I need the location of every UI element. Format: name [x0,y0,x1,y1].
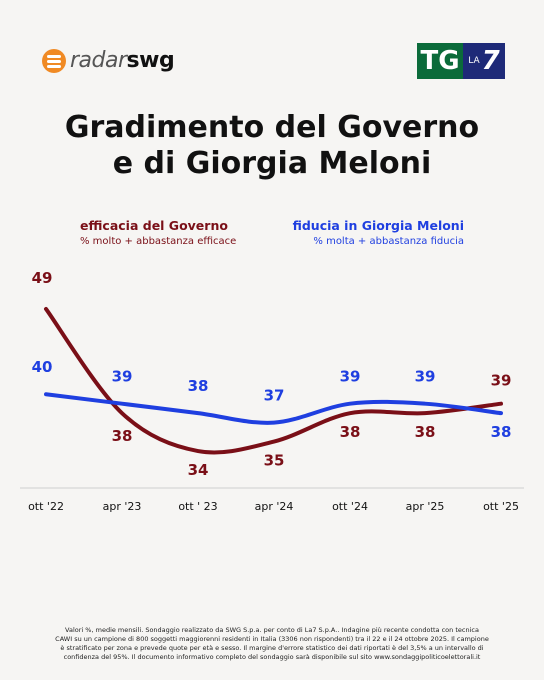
x-tick-label: ott '22 [28,500,64,513]
radar-logo-text: radar [70,48,127,73]
footnote-line-3: è stratificato per zona e prevede quote … [60,644,484,652]
data-label-meloni: 38 [188,377,209,395]
series-line-governo [44,306,503,455]
legend-governo-title: efficacia del Governo [80,218,228,233]
page-title: Gradimento del Governo e di Giorgia Melo… [0,110,544,182]
tg-logo-text: TG [417,43,463,79]
series-line-meloni [44,392,503,425]
legend-meloni-title: fiducia in Giorgia Meloni [292,218,464,233]
data-label-governo: 35 [264,452,285,470]
data-label-meloni: 39 [415,368,436,386]
x-tick-label: apr '25 [406,500,445,513]
data-label-governo: 38 [112,427,133,445]
footnote-line-2: CAWI su un campione di 800 soggetti magg… [55,635,489,643]
x-tick-label: apr '24 [255,500,294,513]
title-line-2: e di Giorgia Meloni [112,146,432,181]
data-label-meloni: 39 [112,368,133,386]
swg-logo-text: swg [126,48,175,73]
radar-logo-icon [42,48,66,73]
legend-meloni-subtitle: % molta + abbastanza fiducia [313,236,464,247]
data-label-governo: 38 [415,423,436,441]
tg-la7-logo: TG LA 7 [417,43,505,79]
data-label-governo: 39 [491,372,512,390]
data-label-meloni: 37 [264,387,285,405]
footnote: Valori %, medie mensili. Sondaggio reali… [30,626,514,662]
data-label-governo: 38 [340,423,361,441]
radar-swg-logo: radarswg [42,48,175,73]
data-label-governo: 34 [188,461,209,479]
title-line-1: Gradimento del Governo [64,110,480,145]
footnote-line-1: Valori %, medie mensili. Sondaggio reali… [65,626,479,634]
x-tick-label: ott '25 [483,500,519,513]
line-chart: 49 38 34 35 38 38 39 40 39 38 37 39 39 38 ott '22 apr '… [20,270,524,513]
legend-meloni: fiducia in Giorgia Meloni % molta + abba… [293,218,464,247]
x-tick-label: ott '24 [332,500,368,513]
data-label-meloni: 40 [32,358,53,376]
legend-governo-subtitle: % molto + abbastanza efficace [80,236,237,247]
legend-governo: efficacia del Governo % molto + abbastan… [80,218,236,247]
x-tick-label: apr '23 [103,500,142,513]
data-label-meloni: 39 [340,368,361,386]
data-label-governo: 49 [32,270,53,287]
data-label-meloni: 38 [491,423,512,441]
la7-logo: LA 7 [463,43,505,79]
footnote-line-4: confidenza del 95%. Il documento informa… [63,653,481,661]
x-tick-label: ott ' 23 [178,500,217,513]
